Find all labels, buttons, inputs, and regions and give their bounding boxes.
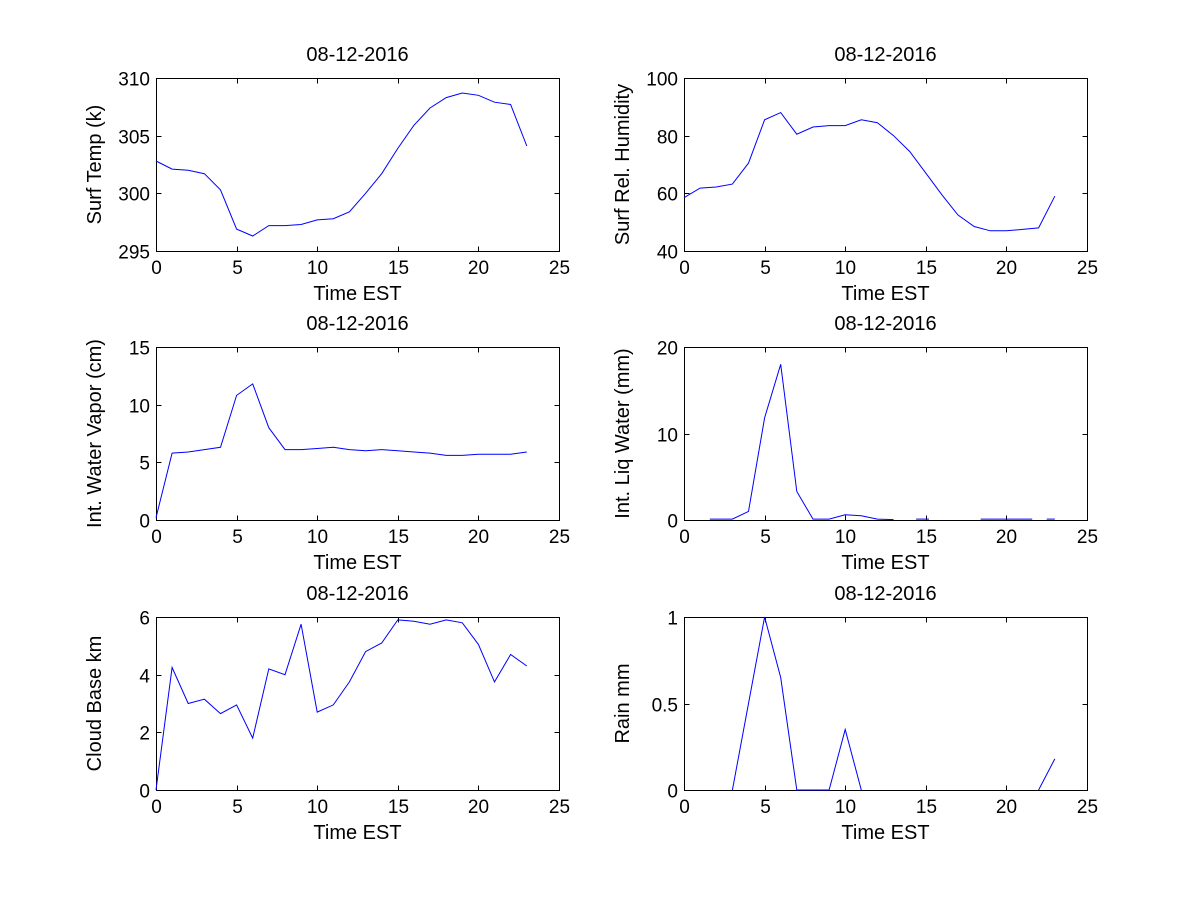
x-axis-label: Time EST (313, 552, 401, 574)
y-tick-label: 305 (118, 128, 150, 149)
y-tick-label: 20 (657, 339, 678, 360)
x-tick-label: 20 (996, 527, 1017, 548)
series-line (155, 619, 528, 791)
y-tick-label: 10 (129, 397, 150, 418)
series-line (155, 383, 527, 518)
x-tick-label: 25 (1077, 258, 1098, 279)
x-axis-label: Time EST (313, 283, 401, 305)
series-line (731, 616, 862, 791)
y-tick-label: 40 (657, 243, 678, 264)
x-tick-label: 0 (151, 527, 162, 548)
y-axis-label: Int. Water Vapor (cm) (84, 339, 106, 528)
y-tick-label: 295 (118, 243, 150, 264)
y-axis-label: Surf Rel. Humidity (612, 84, 634, 245)
y-axis-label: Cloud Base km (84, 636, 106, 772)
y-axis-label: Rain mm (612, 663, 634, 743)
chart-title: 08-12-2016 (834, 583, 936, 605)
x-tick-label: 10 (307, 527, 328, 548)
x-tick-label: 10 (835, 797, 856, 818)
x-tick-label: 0 (151, 797, 162, 818)
x-tick-label: 10 (307, 258, 328, 279)
x-tick-label: 25 (1077, 797, 1098, 818)
axes-frame (156, 617, 560, 791)
axes-frame (156, 78, 560, 252)
x-tick-label: 5 (232, 258, 243, 279)
chart-title: 08-12-2016 (306, 44, 408, 66)
x-tick-label: 5 (760, 258, 771, 279)
series-line (1038, 758, 1056, 791)
y-axis-label: Surf Temp (k) (84, 105, 106, 225)
y-tick-label: 310 (118, 70, 150, 91)
x-tick-label: 20 (996, 258, 1017, 279)
x-tick-label: 0 (679, 527, 690, 548)
subplot-2: 0 5 10 15 20 25 40 60 80 100 08-12-2016 Time EST Sur… (612, 44, 1098, 305)
x-tick-label: 0 (151, 258, 162, 279)
axes-frame (684, 617, 1088, 791)
y-axis-label: Int. Liq Water (mm) (612, 348, 634, 518)
subplot-4: 0 5 10 15 20 25 0 10 20 08-12-2016 Time EST Int. Li… (612, 313, 1098, 574)
x-tick-label: 20 (468, 797, 489, 818)
x-tick-label: 25 (549, 797, 570, 818)
series-line (709, 364, 894, 521)
series-line (155, 92, 528, 237)
x-tick-label: 15 (388, 527, 409, 548)
axes-frame (684, 78, 1088, 252)
chart-title: 08-12-2016 (834, 313, 936, 335)
x-tick-label: 25 (549, 527, 570, 548)
x-tick-label: 10 (835, 527, 856, 548)
y-tick-label: 60 (657, 185, 678, 206)
x-tick-label: 0 (679, 797, 690, 818)
y-tick-label: 6 (139, 609, 150, 630)
y-tick-label: 0 (139, 782, 150, 803)
x-tick-label: 5 (232, 797, 243, 818)
subplot-5: 0 5 10 15 20 25 0 2 4 6 08-12-2016 Time EST Cloud Ba… (84, 583, 570, 844)
y-tick-label: 0 (667, 782, 678, 803)
x-tick-label: 5 (760, 797, 771, 818)
x-axis-label: Time EST (841, 552, 929, 574)
series-line (683, 111, 1056, 232)
x-axis-label: Time EST (313, 822, 401, 844)
x-tick-label: 15 (388, 258, 409, 279)
axes-frame (684, 347, 1088, 521)
y-tick-label: 100 (646, 70, 678, 91)
y-tick-label: 10 (657, 426, 678, 447)
chart-title: 08-12-2016 (834, 44, 936, 66)
subplot-3: 0 5 10 15 20 25 0 5 10 15 08-12-2016 Time EST Int. W… (84, 313, 570, 574)
x-tick-label: 15 (916, 258, 937, 279)
x-tick-label: 10 (835, 258, 856, 279)
y-tick-label: 15 (129, 339, 150, 360)
chart-title: 08-12-2016 (306, 583, 408, 605)
x-tick-label: 15 (916, 527, 937, 548)
y-tick-label: 2 (139, 724, 150, 745)
x-tick-label: 20 (996, 797, 1017, 818)
y-tick-label: 1 (667, 609, 678, 630)
y-tick-label: 0.5 (652, 696, 678, 717)
subplot-1: 0 5 10 15 20 25 295 300 305 310 08-12-2016 Time EST… (84, 44, 570, 305)
axes-frame (156, 347, 560, 521)
x-tick-label: 0 (679, 258, 690, 279)
x-tick-label: 20 (468, 258, 489, 279)
x-tick-label: 20 (468, 527, 489, 548)
y-tick-label: 0 (139, 512, 150, 533)
x-axis-label: Time EST (841, 283, 929, 305)
x-tick-label: 15 (388, 797, 409, 818)
x-tick-label: 10 (307, 797, 328, 818)
x-axis-label: Time EST (841, 822, 929, 844)
y-tick-label: 80 (657, 128, 678, 149)
chart-title: 08-12-2016 (306, 313, 408, 335)
subplot-6: 0 5 10 15 20 25 0 0.5 1 08-12-2016 Time EST Rain mm (612, 583, 1098, 844)
y-tick-label: 0 (667, 512, 678, 533)
y-tick-label: 4 (139, 667, 150, 688)
x-tick-label: 5 (760, 527, 771, 548)
x-tick-label: 25 (549, 258, 570, 279)
x-tick-label: 15 (916, 797, 937, 818)
x-tick-label: 25 (1077, 527, 1098, 548)
y-tick-label: 5 (139, 454, 150, 475)
x-tick-label: 5 (232, 527, 243, 548)
y-tick-label: 300 (118, 185, 150, 206)
